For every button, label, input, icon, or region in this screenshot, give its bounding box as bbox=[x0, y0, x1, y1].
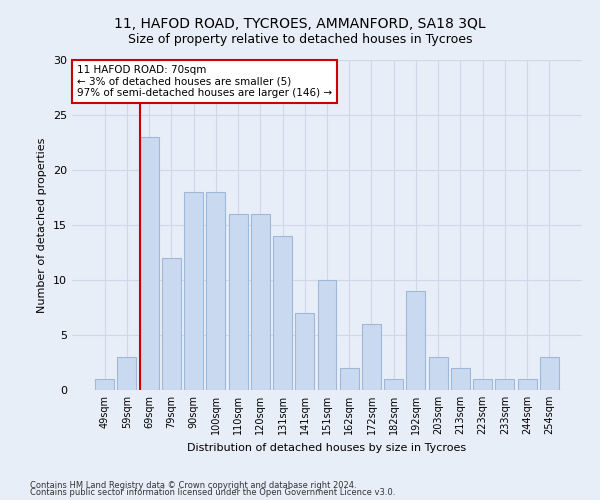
Bar bbox=[118, 357, 136, 390]
Bar bbox=[451, 368, 470, 390]
Text: Contains public sector information licensed under the Open Government Licence v3: Contains public sector information licen… bbox=[30, 488, 395, 497]
Bar bbox=[295, 313, 314, 390]
Bar bbox=[162, 258, 181, 390]
Bar bbox=[406, 291, 425, 390]
X-axis label: Distribution of detached houses by size in Tycroes: Distribution of detached houses by size … bbox=[187, 442, 467, 452]
Bar bbox=[340, 368, 359, 390]
Bar bbox=[429, 357, 448, 390]
Text: Contains HM Land Registry data © Crown copyright and database right 2024.: Contains HM Land Registry data © Crown c… bbox=[30, 480, 356, 490]
Bar bbox=[496, 379, 514, 390]
Bar bbox=[518, 379, 536, 390]
Bar bbox=[95, 379, 114, 390]
Bar bbox=[140, 137, 158, 390]
Bar bbox=[362, 324, 381, 390]
Y-axis label: Number of detached properties: Number of detached properties bbox=[37, 138, 47, 312]
Bar bbox=[540, 357, 559, 390]
Bar bbox=[384, 379, 403, 390]
Text: Size of property relative to detached houses in Tycroes: Size of property relative to detached ho… bbox=[128, 32, 472, 46]
Bar bbox=[251, 214, 270, 390]
Bar bbox=[473, 379, 492, 390]
Bar bbox=[229, 214, 248, 390]
Bar bbox=[317, 280, 337, 390]
Bar bbox=[206, 192, 225, 390]
Bar bbox=[184, 192, 203, 390]
Bar bbox=[273, 236, 292, 390]
Text: 11 HAFOD ROAD: 70sqm
← 3% of detached houses are smaller (5)
97% of semi-detache: 11 HAFOD ROAD: 70sqm ← 3% of detached ho… bbox=[77, 65, 332, 98]
Text: 11, HAFOD ROAD, TYCROES, AMMANFORD, SA18 3QL: 11, HAFOD ROAD, TYCROES, AMMANFORD, SA18… bbox=[114, 18, 486, 32]
